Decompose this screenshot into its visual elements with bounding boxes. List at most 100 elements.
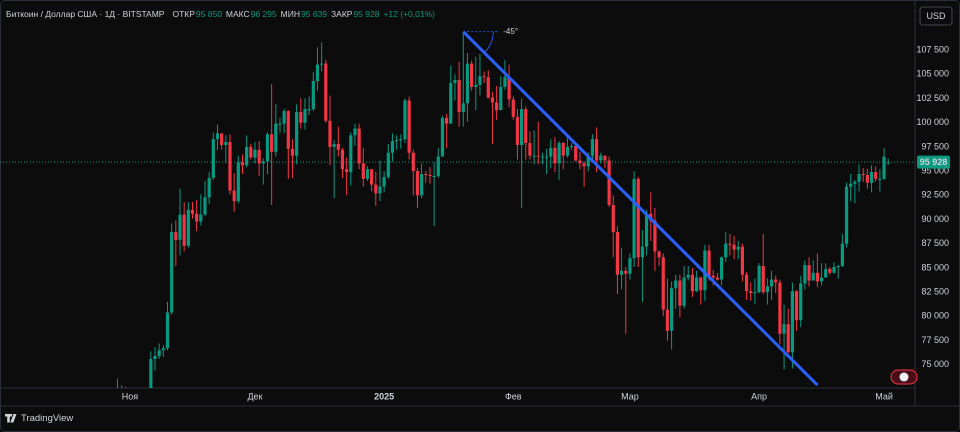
candle-body — [386, 152, 390, 177]
candle-body — [682, 277, 686, 306]
y-tick-label: 90 000 — [921, 214, 949, 224]
y-tick-label: 80 000 — [921, 311, 949, 321]
candle-body — [315, 64, 320, 82]
candle-body — [515, 116, 520, 145]
candle-body — [399, 139, 403, 141]
candle-body — [732, 244, 736, 250]
candle-body — [370, 169, 374, 185]
candle-body — [661, 257, 665, 310]
candle-body — [874, 172, 878, 179]
candle-body — [744, 274, 749, 292]
candle-body — [286, 111, 290, 149]
candle-body — [832, 266, 836, 273]
y-tick-label: 75 000 — [921, 359, 949, 369]
candle-body — [432, 175, 436, 177]
plot-area — [0, 30, 915, 388]
candle-body — [640, 246, 645, 258]
candle-body — [520, 109, 524, 145]
header: Биткоин / Доллар США · 1Д · BITSTAMP ОТКР… — [6, 9, 435, 19]
candle-body — [603, 155, 607, 161]
x-tick-label: Мар — [621, 391, 639, 401]
candle-body — [853, 181, 857, 184]
candle-body — [365, 169, 370, 179]
candle-body — [378, 186, 382, 194]
ohlc-value: 95 850 — [196, 9, 222, 19]
candle-body — [782, 324, 786, 334]
candle-body — [636, 178, 640, 258]
candle-body — [203, 197, 207, 215]
candle-body — [274, 123, 278, 152]
candle-body — [470, 63, 474, 87]
candle-body — [653, 220, 657, 252]
candle-body — [794, 291, 799, 321]
candle-body — [336, 144, 340, 150]
candle-body — [149, 358, 153, 388]
candle-body — [240, 162, 245, 166]
candle-body — [869, 172, 874, 183]
candle-body — [882, 156, 886, 179]
candle-body — [357, 128, 361, 164]
candle-body — [765, 286, 769, 293]
candle-body — [665, 309, 670, 331]
x-tick-label: Апр — [751, 391, 767, 401]
candle-body — [553, 147, 557, 164]
candle-body — [249, 146, 253, 158]
candle-body — [395, 140, 399, 142]
candle-body — [828, 268, 832, 273]
candle-body — [544, 156, 549, 158]
candle-body — [461, 103, 465, 113]
candle-body — [295, 112, 299, 156]
candle-body — [811, 272, 815, 281]
candle-body — [411, 152, 415, 172]
candle-body — [361, 163, 365, 179]
candle-body — [174, 232, 178, 240]
ohlc-label: МИН — [281, 9, 300, 19]
candle-body — [228, 142, 232, 191]
candle-body — [524, 109, 528, 144]
replay-icon[interactable] — [890, 369, 918, 385]
candle-body — [599, 155, 603, 161]
candle-body — [445, 117, 449, 124]
candle-body — [824, 268, 828, 278]
candle-body — [611, 205, 615, 233]
angle-arc — [483, 31, 494, 53]
candle-body — [232, 190, 236, 202]
candle-body — [190, 209, 195, 214]
candle-body — [786, 324, 790, 353]
candle-body — [253, 149, 257, 158]
candle-body — [803, 265, 807, 284]
candle-body — [736, 246, 740, 250]
candle-body — [290, 148, 295, 156]
y-tick-label: 100 000 — [916, 117, 949, 127]
candle-body — [565, 146, 570, 156]
candle-body — [686, 274, 690, 278]
candle-body — [569, 145, 574, 147]
candle-body — [861, 174, 865, 176]
candle-body — [353, 128, 357, 136]
candle-body — [849, 183, 853, 187]
candle-body — [436, 156, 440, 176]
y-tick-label: 102 500 — [916, 93, 949, 103]
brand: TradingView — [21, 413, 73, 424]
x-tick-label: 2025 — [374, 391, 394, 401]
candle-body — [270, 134, 274, 152]
y-tick-label: 85 000 — [921, 262, 949, 272]
currency-label[interactable]: USD — [926, 11, 946, 21]
candle-body — [669, 288, 674, 331]
candle-body — [332, 144, 336, 147]
candle-body — [711, 275, 715, 278]
candle-body — [799, 283, 803, 321]
candle-body — [607, 160, 611, 205]
candle-body — [740, 246, 744, 275]
candle-body — [886, 162, 890, 164]
candle-body — [774, 279, 778, 283]
currency-button[interactable] — [919, 6, 953, 26]
candle-body — [345, 169, 349, 173]
candle-body — [865, 174, 869, 183]
candle-body — [161, 348, 165, 351]
candle-body — [245, 146, 249, 166]
candle-body — [153, 356, 157, 359]
candle-body — [474, 84, 478, 87]
candle-body — [495, 102, 499, 111]
x-tick-label: Ноя — [122, 391, 139, 401]
